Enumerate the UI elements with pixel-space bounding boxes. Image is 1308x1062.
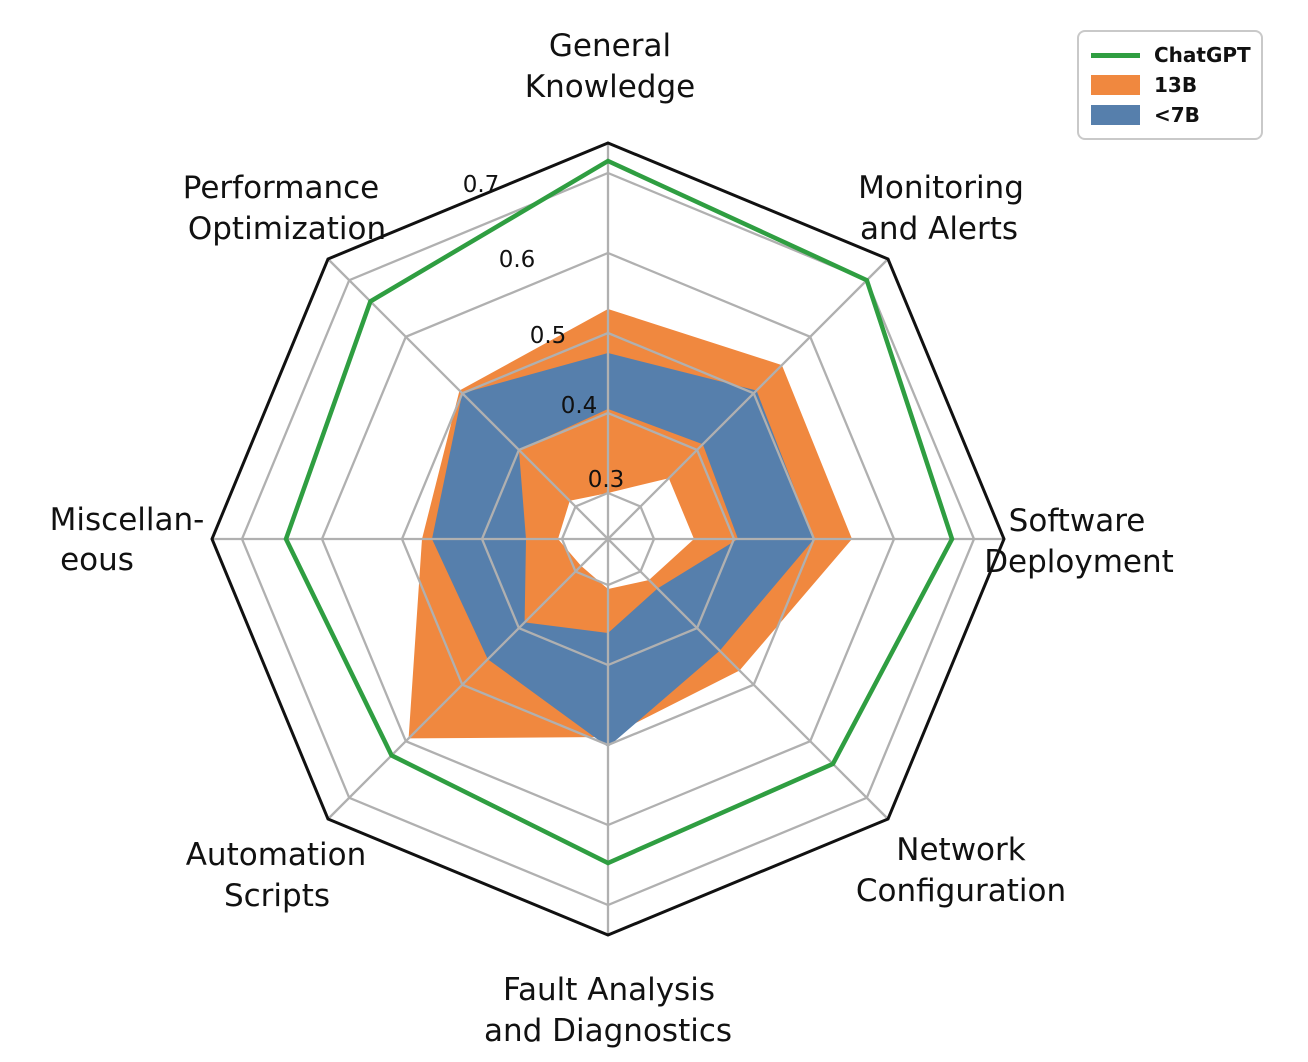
legend-item-chatgpt: ChatGPT xyxy=(1091,41,1251,69)
legend-label-chatgpt: ChatGPT xyxy=(1154,43,1251,67)
legend-item-7b: <7B xyxy=(1091,101,1249,129)
axis-label-performance-optimization-line2: Optimization xyxy=(188,211,386,247)
axis-label-network-configuration-line2: Configuration xyxy=(856,873,1066,909)
spoke-5 xyxy=(327,538,609,820)
spoke-7 xyxy=(327,258,609,540)
outer-boundary xyxy=(210,141,1006,937)
axis-outline-layer xyxy=(210,141,1006,937)
legend-label-13b: 13B xyxy=(1154,73,1198,97)
axis-label-miscellaneous-line1: Miscellan- xyxy=(50,502,205,538)
axis-label-miscellaneous-line2: eous xyxy=(60,542,134,578)
axis-label-software-deployment-line2: Deployment xyxy=(984,544,1174,580)
axis-label-general-knowledge-line1: General xyxy=(549,28,671,64)
axis-label-fault-analysis-line2: and Diagnostics xyxy=(484,1013,732,1049)
13b-patch-swatch xyxy=(1091,75,1140,95)
legend-item-13b: 13B xyxy=(1091,71,1249,99)
axis-label-performance-optimization-line1: Performance xyxy=(183,170,379,206)
radial-tick-0_4: 0.4 xyxy=(561,393,598,419)
7b-patch-swatch xyxy=(1091,105,1140,125)
polar-grid-layer xyxy=(212,143,1004,935)
axis-label-software-deployment-line1: Software xyxy=(1009,503,1146,539)
axis-label-general-knowledge-line2: Knowledge xyxy=(525,69,695,105)
chatgpt-line-swatch xyxy=(1091,52,1140,58)
spoke-3 xyxy=(607,538,889,820)
series-lines-layer xyxy=(283,158,955,866)
radial-tick-0_3: 0.3 xyxy=(588,467,625,493)
line-chatgpt xyxy=(283,158,955,866)
legend: ChatGPT 13B <7B xyxy=(1077,30,1263,140)
spoke-1 xyxy=(607,258,889,540)
radial-tick-0_7: 0.7 xyxy=(463,172,500,198)
legend-label-7b: <7B xyxy=(1154,103,1200,127)
radial-tick-0_6: 0.6 xyxy=(499,247,536,273)
axis-label-network-configuration-line1: Network xyxy=(896,832,1025,868)
axis-label-fault-analysis-line1: Fault Analysis xyxy=(503,972,715,1008)
axis-label-automation-scripts-line1: Automation xyxy=(186,837,367,873)
axis-label-monitoring-alerts-line1: Monitoring xyxy=(858,170,1024,206)
axis-label-monitoring-alerts-line2: and Alerts xyxy=(860,211,1018,247)
series-bands-layer xyxy=(408,309,852,747)
axis-label-automation-scripts-line2: Scripts xyxy=(224,878,330,914)
radial-tick-0_5: 0.5 xyxy=(530,323,567,349)
